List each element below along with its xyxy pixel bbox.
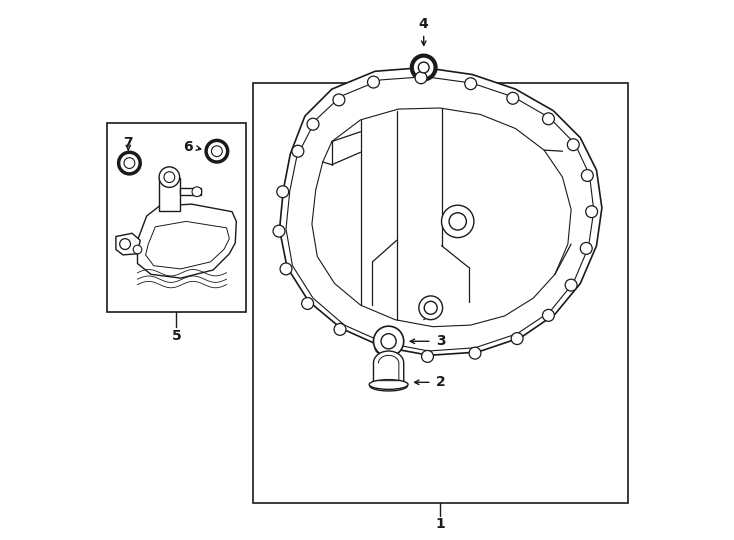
Bar [180,188,201,195]
Polygon shape [137,204,236,278]
Circle shape [565,279,577,291]
Bar [252,83,628,503]
Circle shape [586,206,597,218]
Circle shape [511,333,523,345]
Circle shape [292,145,304,157]
Text: 5: 5 [172,329,181,343]
Circle shape [418,62,429,73]
Circle shape [334,323,346,335]
Circle shape [280,263,292,275]
Circle shape [374,326,404,356]
Circle shape [120,239,131,249]
Circle shape [581,170,593,181]
Circle shape [119,152,140,174]
Text: 4: 4 [419,17,429,31]
Circle shape [419,296,443,320]
Text: 6: 6 [183,140,192,154]
Polygon shape [145,221,229,269]
Circle shape [581,242,592,254]
Text: 1: 1 [435,517,445,531]
Circle shape [164,172,175,183]
Circle shape [133,245,142,254]
Circle shape [415,72,427,84]
Polygon shape [286,77,594,351]
Circle shape [277,186,288,198]
Circle shape [273,225,285,237]
Polygon shape [312,108,571,327]
Circle shape [375,342,387,354]
Circle shape [159,167,180,187]
Bar [159,178,180,211]
Circle shape [412,56,435,79]
Circle shape [542,309,554,321]
Circle shape [507,92,519,104]
Circle shape [192,187,202,197]
Text: 3: 3 [436,334,446,348]
Ellipse shape [369,380,408,389]
Circle shape [542,113,554,125]
Polygon shape [116,233,140,255]
Bar [106,123,246,312]
Polygon shape [280,68,602,355]
Circle shape [302,298,313,309]
Circle shape [307,118,319,130]
Circle shape [333,94,345,106]
Circle shape [465,78,476,90]
Circle shape [424,301,437,314]
Circle shape [381,334,396,349]
Circle shape [567,139,579,151]
Circle shape [442,205,474,238]
Text: 2: 2 [436,375,446,389]
Circle shape [449,213,466,230]
Circle shape [368,76,379,88]
Circle shape [206,140,228,162]
Circle shape [211,146,222,157]
Polygon shape [370,351,407,391]
Circle shape [124,158,135,168]
Text: 7: 7 [123,136,133,150]
Circle shape [421,350,433,362]
Circle shape [469,347,481,359]
